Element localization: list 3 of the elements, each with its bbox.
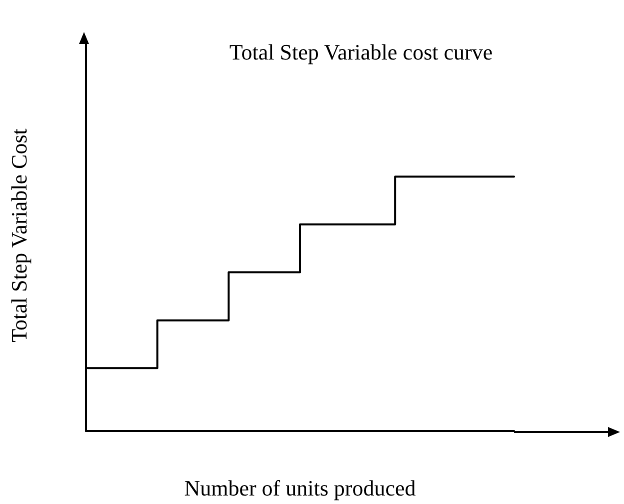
x-axis-title: Number of units produced [184, 476, 416, 500]
y-axis-title: Total Step Variable Cost [6, 128, 32, 342]
chart-title: Total Step Variable cost curve [229, 40, 493, 64]
